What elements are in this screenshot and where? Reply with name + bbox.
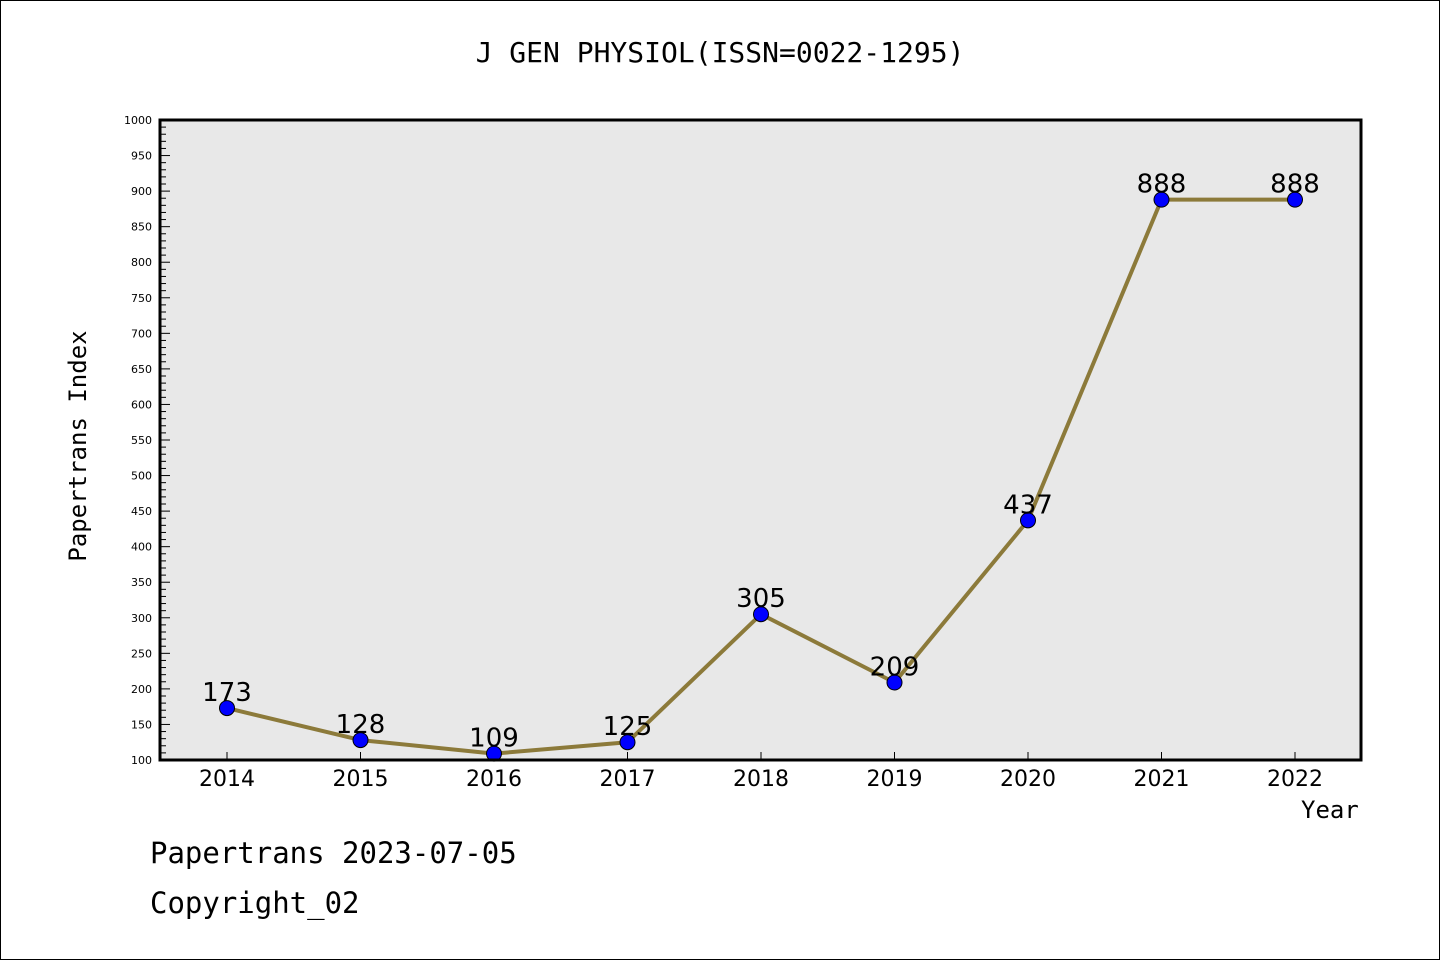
y-tick-label: 900: [131, 185, 152, 198]
data-label: 125: [603, 712, 653, 742]
x-tick-label: 2015: [333, 767, 389, 792]
y-tick-label: 600: [131, 398, 152, 411]
data-label: 888: [1270, 170, 1320, 200]
data-label: 888: [1137, 170, 1187, 200]
footer-copyright: Copyright_02: [150, 886, 360, 920]
y-tick-label: 200: [131, 683, 152, 696]
data-labels: 173 128 109 125 305 209 437 888 888: [202, 170, 1320, 754]
data-point: [1020, 512, 1036, 529]
y-tick-label: 500: [131, 470, 152, 483]
data-point: [352, 732, 369, 749]
y-tick-label: 450: [131, 505, 152, 518]
chart-title: J GEN PHYSIOL(ISSN=0022-1295): [475, 36, 965, 69]
y-tick-label: 700: [131, 327, 152, 340]
data-label: 173: [202, 678, 252, 708]
data-label: 437: [1003, 490, 1053, 520]
y-axis-ticks: 100 150 200 250 300 350 400 450 500 550 600 650 700 7…: [124, 114, 152, 767]
x-axis-label: Year: [1301, 796, 1359, 824]
series-markers: [219, 191, 1303, 762]
data-point: [619, 734, 636, 751]
footer-date: Papertrans 2023-07-05: [150, 836, 517, 870]
data-label: 128: [336, 710, 386, 740]
x-tick-label: 2019: [867, 767, 923, 792]
x-tick-label: 2017: [600, 767, 656, 792]
x-tick-label: 2022: [1267, 767, 1323, 792]
y-tick-label: 100: [131, 754, 152, 767]
y-tick-label: 400: [131, 541, 152, 554]
data-label: 109: [469, 724, 519, 754]
y-tick-label: 850: [131, 221, 152, 234]
data-point: [753, 606, 769, 623]
y-tick-label: 250: [131, 647, 152, 660]
x-tick-label: 2021: [1134, 767, 1190, 792]
y-tick-label: 950: [131, 150, 152, 163]
y-tick-label: 550: [131, 434, 152, 447]
data-point: [219, 700, 235, 717]
y-tick-label: 750: [131, 292, 152, 305]
data-label: 209: [870, 652, 920, 682]
x-tick-label: 2016: [466, 767, 522, 792]
x-tick-label: 2020: [1000, 767, 1056, 792]
x-tick-label: 2014: [199, 767, 255, 792]
plot-area: [160, 120, 1361, 760]
y-tick-label: 800: [131, 256, 152, 269]
data-point: [1287, 191, 1303, 208]
y-tick-label: 350: [131, 576, 152, 589]
plot-border: [158, 118, 1363, 762]
y-tick-label: 300: [131, 612, 152, 625]
x-axis-ticks: 2014 2015 2016 2017 2018 2019 2020 2021 2022: [199, 752, 1323, 792]
data-label: 305: [736, 584, 786, 614]
data-point: [886, 674, 903, 691]
y-tick-label: 650: [131, 363, 152, 376]
y-tick-label: 1000: [124, 114, 152, 127]
x-tick-label: 2018: [733, 767, 789, 792]
y-tick-label: 150: [131, 718, 152, 731]
data-point: [1153, 191, 1170, 208]
